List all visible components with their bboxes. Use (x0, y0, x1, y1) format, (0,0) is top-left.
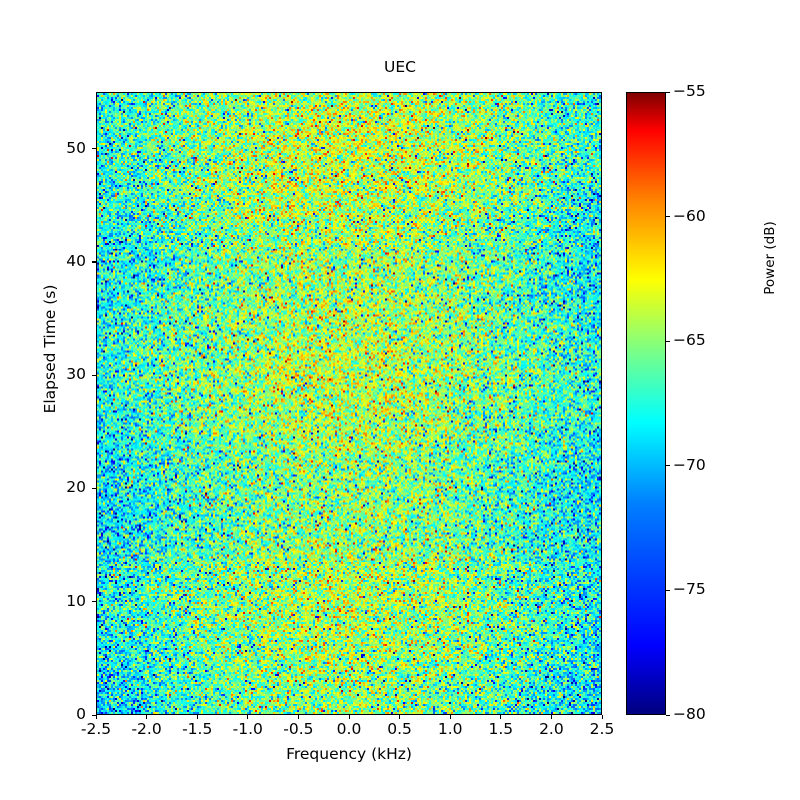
colorbar-tick-label: −70 (673, 455, 706, 474)
y-tick (92, 374, 96, 376)
y-tick (92, 714, 96, 716)
colorbar-tick-label: −65 (673, 331, 706, 350)
colorbar-tick-label: −75 (673, 580, 706, 599)
colorbar-tick-label: −55 (673, 82, 706, 100)
x-tick (449, 715, 451, 719)
x-tick (348, 715, 350, 719)
y-tick-label: 0 (76, 705, 86, 723)
y-tick (92, 487, 96, 490)
colorbar-tick (666, 465, 670, 467)
colorbar-tick (666, 714, 670, 716)
x-tick-label: -2.0 (131, 720, 162, 738)
colorbar-tick (666, 91, 670, 93)
x-axis-label: Frequency (kHz) (286, 745, 412, 763)
y-tick (92, 148, 96, 150)
spectrogram-image (97, 93, 601, 714)
x-tick-label: 1.0 (437, 720, 463, 738)
colorbar-tick (666, 340, 670, 342)
x-tick (196, 715, 198, 719)
y-tick (92, 261, 96, 263)
x-tick-label: -2.5 (80, 720, 112, 738)
colorbar-tick (666, 216, 670, 218)
colorbar-tick (666, 589, 670, 591)
x-tick-label: 0.5 (387, 720, 412, 738)
x-tick-label: 2.0 (539, 720, 564, 738)
colorbar (626, 92, 666, 715)
y-tick-label: 30 (66, 365, 86, 384)
x-tick (247, 715, 249, 719)
x-tick-label: 1.5 (488, 720, 514, 738)
x-tick (146, 715, 148, 719)
x-tick-label: -1.5 (182, 720, 213, 738)
x-tick (399, 715, 401, 719)
title-line-station: UEC (384, 58, 416, 77)
y-axis-label: Elapsed Time (s) (41, 284, 59, 414)
x-tick-label: -1.0 (232, 720, 263, 738)
x-tick (601, 715, 603, 719)
x-tick (297, 715, 299, 719)
x-tick (550, 715, 552, 719)
x-tick (95, 715, 97, 719)
y-tick-label: 10 (66, 591, 86, 610)
y-tick-label: 40 (66, 251, 86, 270)
x-tick-label: 2.5 (589, 720, 615, 738)
y-tick-label: 20 (66, 478, 86, 497)
x-tick-label: 0.0 (336, 720, 362, 738)
x-tick-label: -0.5 (283, 720, 314, 738)
y-tick-label: 50 (66, 138, 86, 157)
y-tick (92, 601, 96, 603)
colorbar-label: Power (dB) (762, 221, 778, 295)
colorbar-tick-label: −60 (673, 206, 706, 225)
colorbar-tick-label: −80 (673, 705, 706, 723)
spectrogram-axes (96, 92, 602, 715)
x-tick (500, 715, 502, 719)
